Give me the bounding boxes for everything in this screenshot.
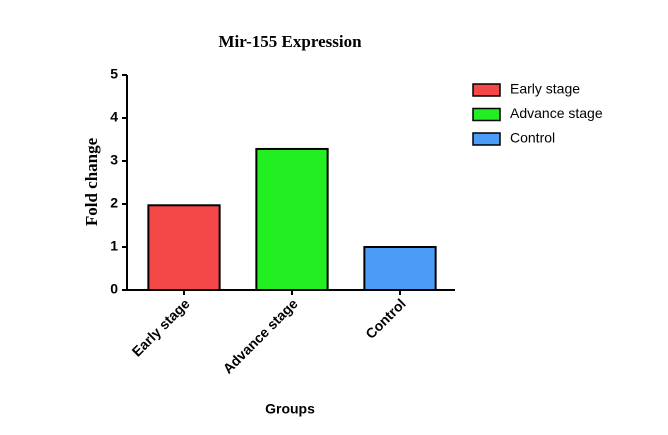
legend-label: Advance stage [510,105,603,121]
bar [363,246,437,291]
legend-swatch [472,107,501,122]
legend-swatch [472,132,501,146]
y-tick-label: 3 [110,152,118,168]
bar [147,204,221,291]
y-tick-label: 5 [110,66,118,82]
bar [255,147,329,291]
y-tick-label: 0 [110,281,118,297]
x-axis-label: Groups [265,401,315,417]
y-tick-label: 1 [110,238,118,254]
y-axis-label: Fold change [82,137,101,226]
legend-label: Early stage [510,81,580,97]
y-tick-label: 4 [110,109,118,125]
chart-title: Mir-155 Expression [218,32,362,51]
y-tick-label: 2 [110,195,118,211]
legend-swatch [472,83,501,97]
legend-label: Control [510,130,555,146]
